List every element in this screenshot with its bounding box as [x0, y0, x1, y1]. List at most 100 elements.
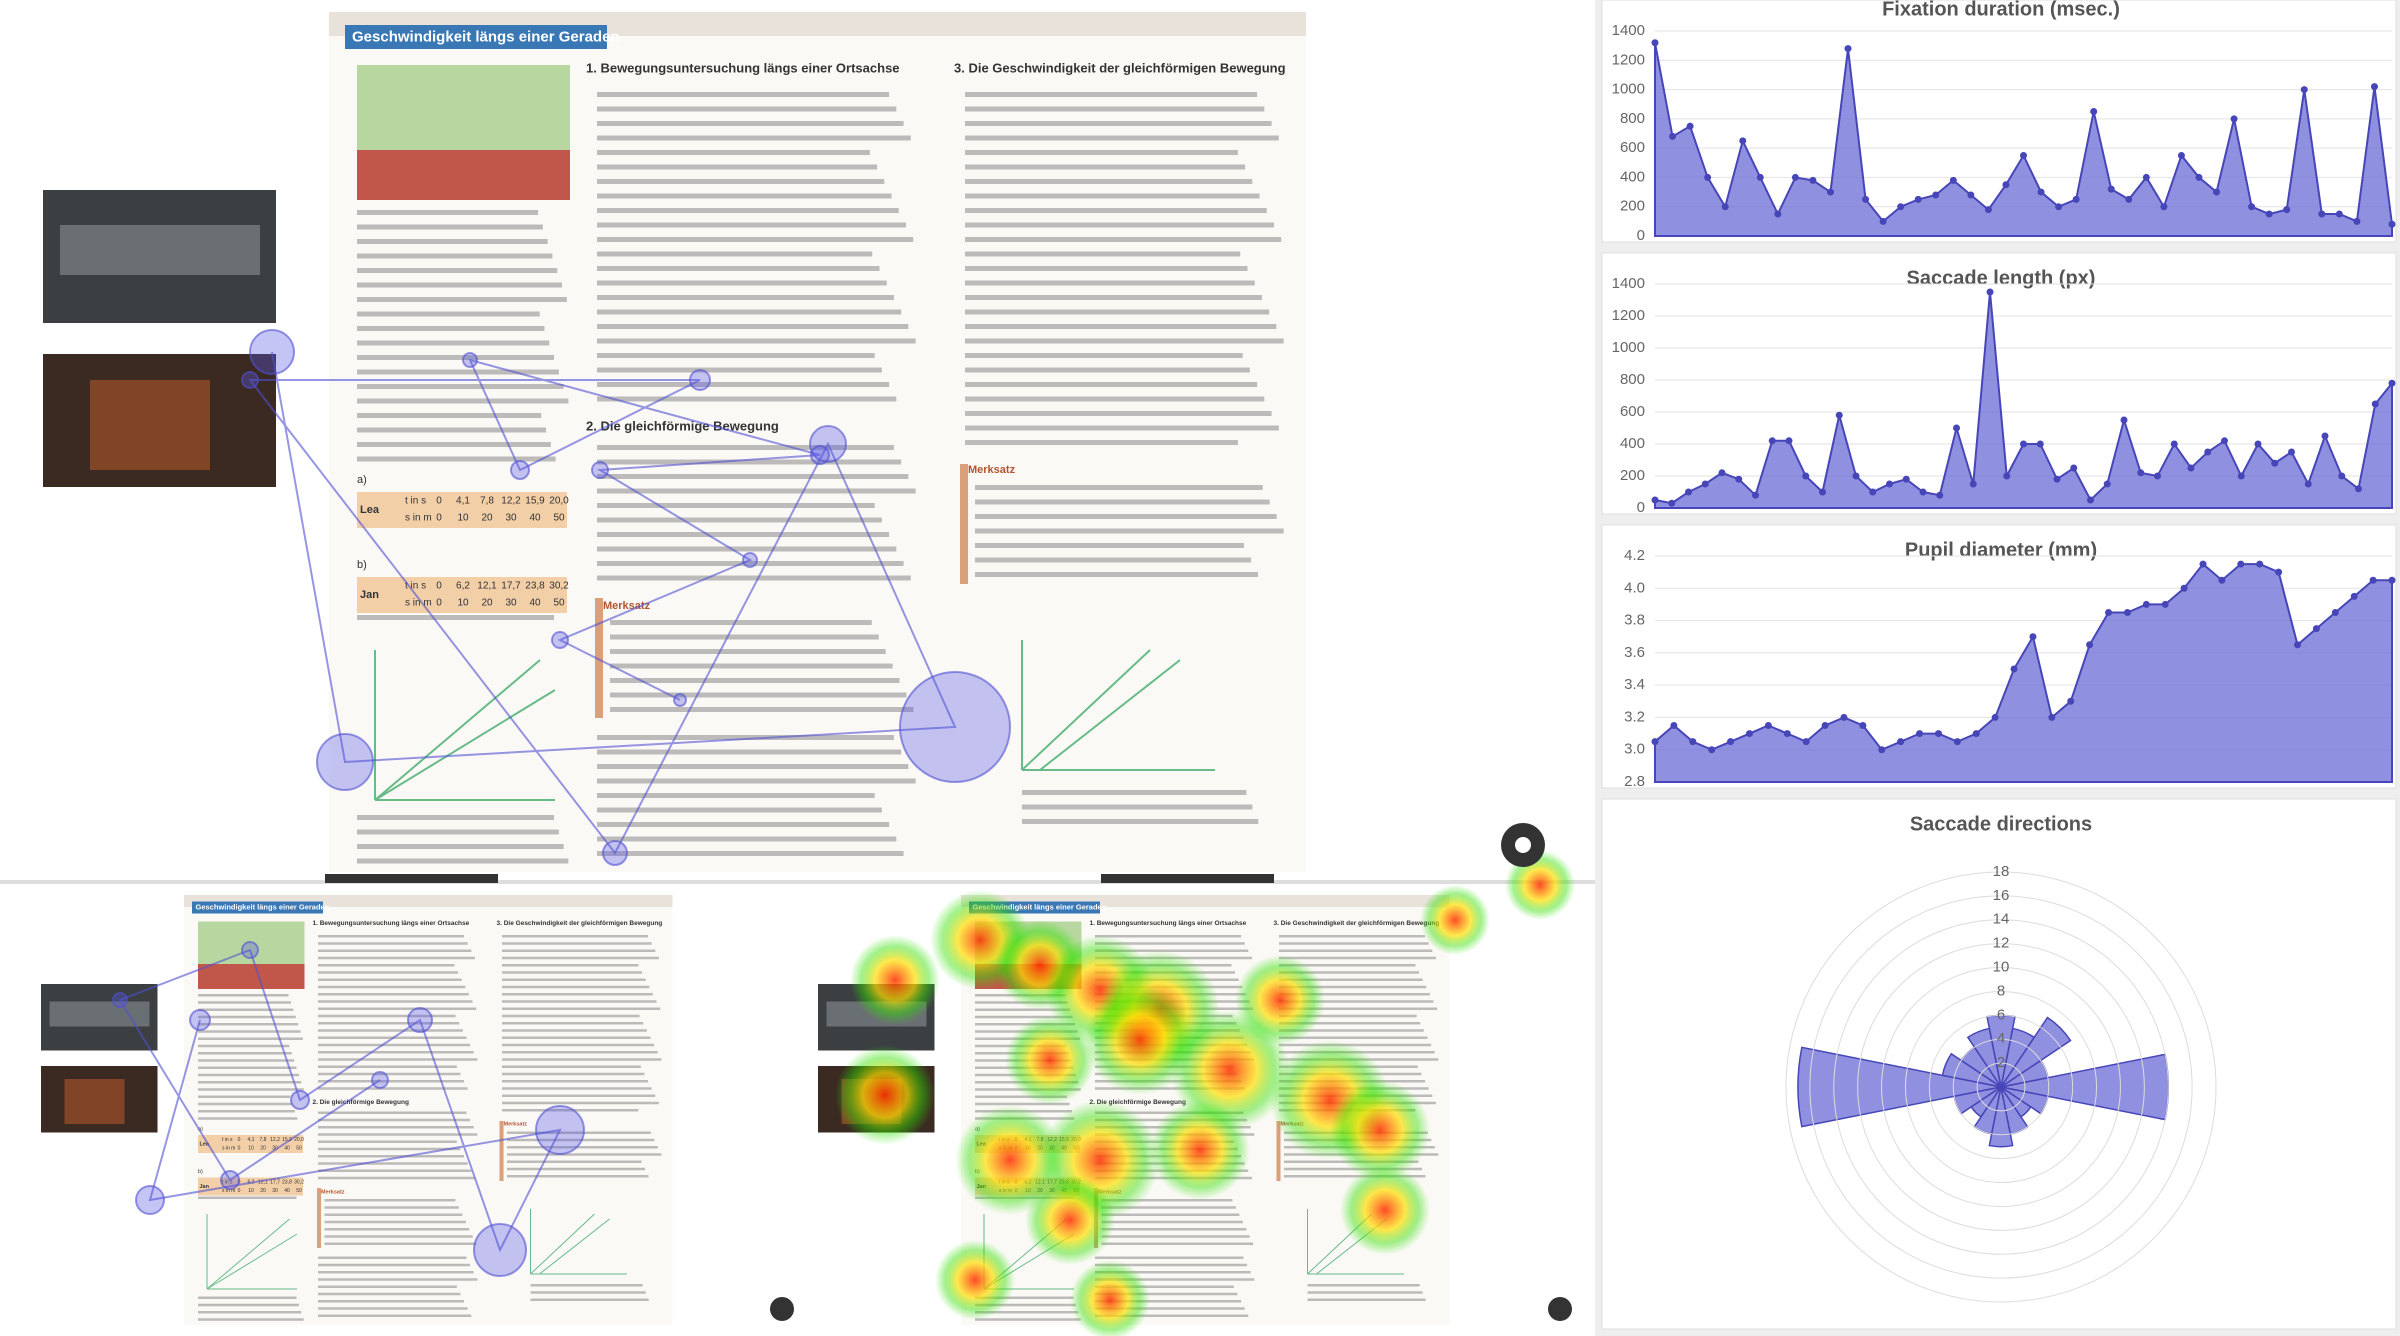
- scanpath: [247, 351, 957, 855]
- point: [1844, 45, 1852, 53]
- merksatz-bar: [595, 598, 603, 718]
- grid-ring: [1904, 990, 2098, 1184]
- grid-ring: [1928, 1014, 2074, 1160]
- settings-button[interactable]: [770, 1297, 794, 1321]
- figure-diagram: [1021, 640, 1215, 771]
- fixation: [810, 445, 830, 465]
- text-line: [357, 615, 555, 620]
- point: [1862, 195, 1870, 203]
- text-line: [1022, 790, 1247, 795]
- text-line: [610, 634, 879, 640]
- fixation: [673, 693, 687, 707]
- text-line: [357, 815, 555, 820]
- heat-spot: [850, 935, 940, 1025]
- figure-diagram: [374, 650, 556, 801]
- fixation: [809, 425, 847, 463]
- y-tick-label: 1200: [1612, 51, 1645, 68]
- text-line: [597, 324, 909, 329]
- text-line: [597, 474, 909, 479]
- point: [2053, 475, 2061, 483]
- y-tick-label: 0: [1637, 499, 1645, 516]
- text-line: [965, 164, 1246, 170]
- text-line: [597, 807, 882, 813]
- heat-spot: [1340, 1165, 1430, 1255]
- heatmap-overlay: [835, 850, 1575, 1336]
- grid-ring: [1952, 1038, 2050, 1136]
- text-line: [965, 353, 1243, 358]
- point: [2230, 115, 2238, 123]
- section-heading: 2. Die gleichförmige Bewegung: [586, 418, 779, 433]
- point: [2154, 472, 2161, 480]
- text-line: [610, 692, 907, 698]
- point: [2029, 633, 2037, 641]
- text-line: [357, 844, 564, 849]
- point: [1897, 203, 1905, 211]
- point: [2388, 576, 2396, 584]
- wedge: [1966, 1027, 2002, 1088]
- point: [2160, 203, 2168, 211]
- text-line: [597, 488, 916, 494]
- text-line: [357, 253, 553, 259]
- fixation: [462, 352, 478, 368]
- settings-button[interactable]: [1548, 1297, 1572, 1321]
- heat-spot: [1070, 1260, 1150, 1336]
- point: [2037, 188, 2045, 196]
- text-line: [357, 369, 559, 375]
- point: [2199, 560, 2207, 568]
- table-cell: 7,8: [480, 496, 494, 507]
- fixation: [371, 1071, 389, 1089]
- text-line: [597, 517, 882, 523]
- text-line: [597, 266, 880, 271]
- thumb-toolbar: [1101, 874, 1274, 883]
- point: [1991, 713, 1999, 721]
- point: [2213, 188, 2221, 196]
- point: [2335, 210, 2343, 218]
- point: [2237, 472, 2245, 480]
- point: [1840, 713, 1848, 721]
- point: [1802, 738, 1810, 746]
- y-tick-label: 3.4: [1624, 676, 1645, 693]
- text-line: [965, 411, 1272, 416]
- grid-ring: [1809, 895, 2193, 1279]
- point: [1791, 173, 1799, 181]
- text-line: [597, 503, 875, 508]
- point: [1986, 288, 1994, 296]
- settings-buttons: [770, 823, 1572, 1321]
- point: [1752, 491, 1759, 499]
- table-cell: 17,7: [501, 581, 521, 592]
- y-tick-label: 800: [1620, 110, 1645, 127]
- text-line: [597, 280, 887, 286]
- text-line: [597, 749, 902, 755]
- point: [1934, 730, 1942, 738]
- point: [1878, 746, 1886, 754]
- point: [1668, 499, 1676, 507]
- divider: [0, 880, 1595, 884]
- thumb-toolbar: [325, 874, 498, 883]
- r-tick-label: 10: [1993, 959, 2010, 976]
- fixation: [510, 460, 530, 480]
- text-line: [965, 193, 1260, 199]
- text-line: [357, 384, 564, 389]
- wedge: [1797, 1046, 2002, 1128]
- thumbnails: [40, 874, 1450, 1326]
- document-title: Geschwindigkeit längs einer Geraden: [352, 28, 620, 45]
- text-line: [965, 150, 1238, 155]
- text-line: [597, 532, 890, 537]
- y-tick-label: 3.6: [1624, 644, 1645, 661]
- heat-spot: [1150, 1100, 1250, 1200]
- point: [1949, 176, 1957, 184]
- table-cell: 40: [529, 598, 541, 609]
- chart-title: Saccade length (px): [1907, 267, 2096, 289]
- point: [1809, 176, 1817, 184]
- text-line: [965, 382, 1258, 387]
- text-line: [597, 208, 899, 213]
- y-tick-label: 200: [1620, 467, 1645, 484]
- table-cell: 0: [436, 581, 442, 592]
- point: [2187, 464, 2195, 472]
- text-line: [965, 237, 1282, 242]
- text-line: [1022, 804, 1253, 810]
- merksatz-label: Merksatz: [603, 600, 651, 612]
- point: [1785, 437, 1793, 445]
- point: [2090, 108, 2098, 116]
- r-tick-label: 2: [1997, 1054, 2005, 1071]
